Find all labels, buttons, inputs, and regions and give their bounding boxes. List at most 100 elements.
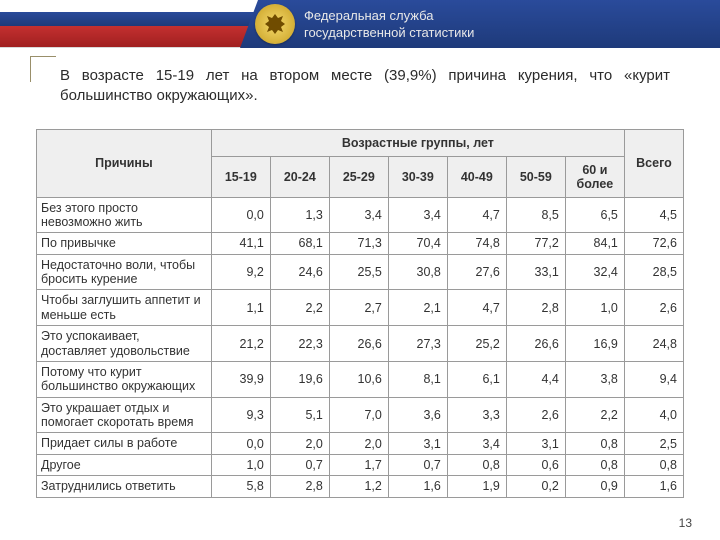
cell-value: 25,2: [447, 326, 506, 362]
cell-value: 4,7: [447, 290, 506, 326]
cell-value: 2,5: [624, 433, 683, 454]
cell-value: 33,1: [506, 254, 565, 290]
cell-value: 1,9: [447, 476, 506, 497]
org-name: Федеральная служба государственной стати…: [304, 8, 474, 42]
cell-value: 0,9: [565, 476, 624, 497]
cell-value: 0,8: [565, 433, 624, 454]
caption-corner: [30, 56, 56, 82]
cell-value: 3,1: [506, 433, 565, 454]
cell-value: 39,9: [211, 361, 270, 397]
cell-value: 0,8: [624, 454, 683, 475]
th-age-groups: Возрастные группы, лет: [211, 129, 624, 156]
cell-value: 8,5: [506, 197, 565, 233]
cell-value: 4,4: [506, 361, 565, 397]
cell-value: 4,0: [624, 397, 683, 433]
cell-value: 6,5: [565, 197, 624, 233]
org-line1: Федеральная служба: [304, 8, 474, 25]
cell-value: 2,8: [506, 290, 565, 326]
cell-reason: Затруднились ответить: [37, 476, 212, 497]
cell-reason: Это успокаивает, доставляет удовольствие: [37, 326, 212, 362]
cell-value: 9,4: [624, 361, 683, 397]
th-age-3: 30-39: [388, 156, 447, 197]
cell-value: 72,6: [624, 233, 683, 254]
table-row: Без этого просто невозможно жить0,01,33,…: [37, 197, 684, 233]
cell-value: 32,4: [565, 254, 624, 290]
caption-area: В возрасте 15-19 лет на втором месте (39…: [0, 48, 720, 121]
cell-value: 24,6: [270, 254, 329, 290]
cell-value: 5,8: [211, 476, 270, 497]
cell-reason: Потому что курит большинство окружающих: [37, 361, 212, 397]
cell-value: 0,7: [270, 454, 329, 475]
emblem-icon: [255, 4, 295, 44]
cell-value: 7,0: [329, 397, 388, 433]
page-number: 13: [679, 516, 692, 530]
cell-value: 1,6: [624, 476, 683, 497]
cell-value: 22,3: [270, 326, 329, 362]
cell-value: 3,3: [447, 397, 506, 433]
cell-reason: Недостаточно воли, чтобы бросить курение: [37, 254, 212, 290]
cell-value: 3,4: [447, 433, 506, 454]
table-row: По привычке41,168,171,370,474,877,284,17…: [37, 233, 684, 254]
th-age-4: 40-49: [447, 156, 506, 197]
cell-value: 2,6: [624, 290, 683, 326]
cell-value: 25,5: [329, 254, 388, 290]
cell-value: 8,1: [388, 361, 447, 397]
table-row: Другое1,00,71,70,70,80,60,80,8: [37, 454, 684, 475]
cell-value: 2,7: [329, 290, 388, 326]
cell-value: 9,3: [211, 397, 270, 433]
cell-value: 1,0: [565, 290, 624, 326]
cell-value: 3,6: [388, 397, 447, 433]
cell-value: 84,1: [565, 233, 624, 254]
cell-value: 1,7: [329, 454, 388, 475]
table-row: Это украшает отдых и помогает скоротать …: [37, 397, 684, 433]
cell-value: 0,8: [565, 454, 624, 475]
org-line2: государственной статистики: [304, 25, 474, 42]
cell-value: 26,6: [329, 326, 388, 362]
cell-value: 3,4: [329, 197, 388, 233]
th-age-0: 15-19: [211, 156, 270, 197]
cell-value: 1,0: [211, 454, 270, 475]
cell-value: 77,2: [506, 233, 565, 254]
cell-reason: Другое: [37, 454, 212, 475]
header-banner: Федеральная служба государственной стати…: [0, 0, 720, 48]
table-row: Затруднились ответить5,82,81,21,61,90,20…: [37, 476, 684, 497]
cell-value: 19,6: [270, 361, 329, 397]
cell-value: 2,1: [388, 290, 447, 326]
table-wrap: Причины Возрастные группы, лет Всего 15-…: [0, 121, 720, 498]
cell-value: 1,3: [270, 197, 329, 233]
cell-value: 6,1: [447, 361, 506, 397]
cell-value: 3,1: [388, 433, 447, 454]
th-age-2: 25-29: [329, 156, 388, 197]
cell-reason: Чтобы заглушить аппетит и меньше есть: [37, 290, 212, 326]
table-row: Чтобы заглушить аппетит и меньше есть1,1…: [37, 290, 684, 326]
cell-value: 27,3: [388, 326, 447, 362]
cell-value: 0,6: [506, 454, 565, 475]
cell-value: 1,1: [211, 290, 270, 326]
cell-value: 0,0: [211, 197, 270, 233]
cell-value: 41,1: [211, 233, 270, 254]
cell-value: 2,2: [565, 397, 624, 433]
cell-value: 24,8: [624, 326, 683, 362]
cell-value: 2,8: [270, 476, 329, 497]
cell-value: 10,6: [329, 361, 388, 397]
cell-value: 0,8: [447, 454, 506, 475]
cell-reason: Придает силы в работе: [37, 433, 212, 454]
cell-value: 2,0: [270, 433, 329, 454]
cell-value: 1,2: [329, 476, 388, 497]
cell-value: 74,8: [447, 233, 506, 254]
cell-value: 3,4: [388, 197, 447, 233]
cell-value: 2,0: [329, 433, 388, 454]
cell-reason: По привычке: [37, 233, 212, 254]
th-total: Всего: [624, 129, 683, 197]
cell-reason: Это украшает отдых и помогает скоротать …: [37, 397, 212, 433]
table-row: Недостаточно воли, чтобы бросить курение…: [37, 254, 684, 290]
cell-value: 2,2: [270, 290, 329, 326]
cell-value: 21,2: [211, 326, 270, 362]
th-reasons: Причины: [37, 129, 212, 197]
cell-value: 26,6: [506, 326, 565, 362]
table-body: Без этого просто невозможно жить0,01,33,…: [37, 197, 684, 497]
cell-reason: Без этого просто невозможно жить: [37, 197, 212, 233]
cell-value: 1,6: [388, 476, 447, 497]
th-age-1: 20-24: [270, 156, 329, 197]
data-table: Причины Возрастные группы, лет Всего 15-…: [36, 129, 684, 498]
